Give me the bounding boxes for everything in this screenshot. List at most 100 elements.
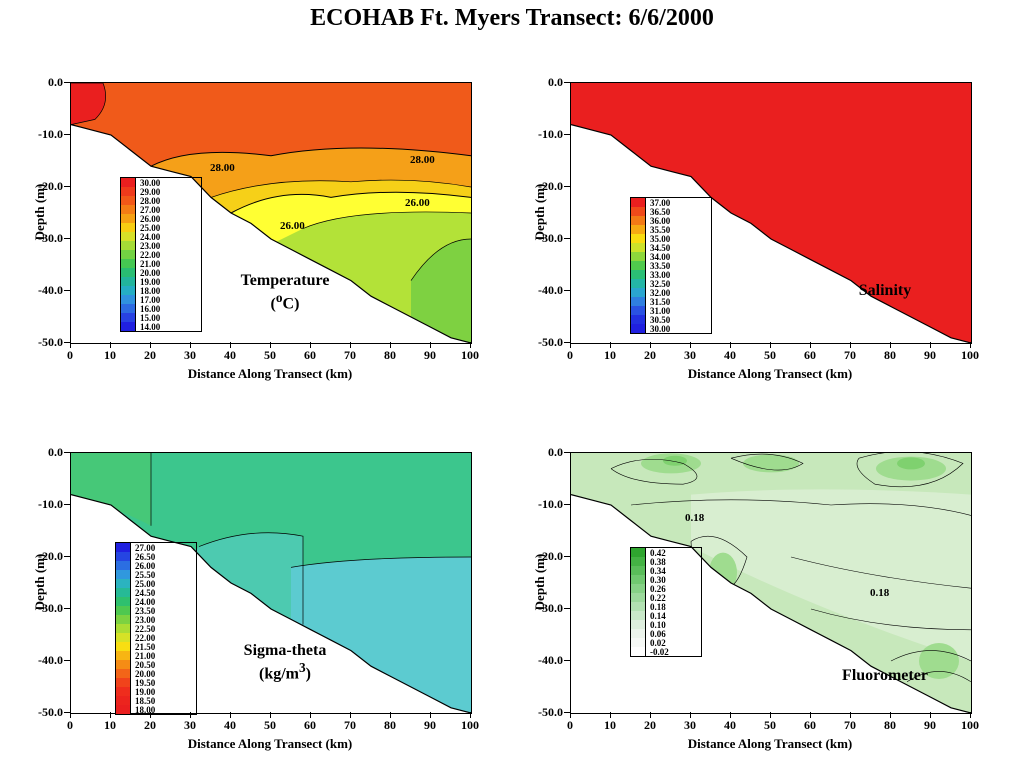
x-axis-label: Distance Along Transect (km)	[70, 736, 470, 752]
xtick-label: 20	[640, 718, 660, 733]
ytick	[64, 712, 70, 713]
legend-swatch	[121, 223, 136, 232]
ytick-label: -40.0	[525, 653, 563, 668]
legend-swatch	[631, 629, 646, 638]
contour-label: 28.00	[410, 154, 435, 166]
xtick-label: 10	[600, 348, 620, 363]
legend-entry: 0.38	[631, 557, 701, 566]
legend-entry: 20.50	[116, 660, 196, 669]
x-axis-label: Distance Along Transect (km)	[570, 736, 970, 752]
xtick-label: 20	[140, 718, 160, 733]
xtick-label: 60	[300, 348, 320, 363]
xtick-label: 100	[960, 348, 980, 363]
legend-swatch	[116, 669, 131, 678]
legend-value: 18.00	[131, 705, 155, 715]
legend-swatch	[121, 322, 136, 331]
ytick	[564, 134, 570, 135]
xtick-label: 30	[180, 348, 200, 363]
legend-swatch	[121, 178, 136, 187]
xtick-label: 80	[380, 348, 400, 363]
ytick-label: -10.0	[25, 497, 63, 512]
legend-swatch	[631, 207, 646, 216]
legend-swatch	[116, 588, 131, 597]
ytick	[564, 186, 570, 187]
ytick-label: -40.0	[525, 283, 563, 298]
legend-entry: 30.00	[631, 324, 711, 333]
xtick-label: 50	[760, 718, 780, 733]
ytick	[64, 134, 70, 135]
panel-fluorometer: 0.180.18Fluorometer0.420.380.340.300.260…	[560, 450, 980, 760]
legend-swatch	[121, 295, 136, 304]
legend-value: -0.02	[646, 647, 669, 657]
legend-swatch	[121, 205, 136, 214]
legend-swatch	[121, 214, 136, 223]
page-title: ECOHAB Ft. Myers Transect: 6/6/2000	[0, 5, 1024, 32]
xtick-label: 10	[100, 718, 120, 733]
legend-swatch	[631, 324, 646, 333]
legend-swatch	[631, 243, 646, 252]
xtick-label: 10	[600, 718, 620, 733]
ytick	[564, 452, 570, 453]
legend-swatch	[121, 313, 136, 322]
legend-entry: 18.00	[121, 286, 201, 295]
ytick	[64, 556, 70, 557]
legend-entry: 24.00	[116, 597, 196, 606]
xtick-label: 30	[180, 718, 200, 733]
legend-swatch	[631, 198, 646, 207]
legend-entry: 31.50	[631, 297, 711, 306]
xtick-label: 100	[460, 348, 480, 363]
legend-entry: 18.00	[116, 705, 196, 714]
xtick-label: 30	[680, 718, 700, 733]
legend-swatch	[631, 566, 646, 575]
legend-entry: 22.50	[116, 624, 196, 633]
legend-swatch	[121, 268, 136, 277]
y-axis-label: Depth (m)	[32, 542, 48, 622]
legend-entry: 14.00	[121, 322, 201, 331]
legend-swatch	[121, 187, 136, 196]
legend-swatch	[116, 570, 131, 579]
legend-entry: 28.00	[121, 196, 201, 205]
contour-label: 28.00	[210, 162, 235, 174]
xtick-label: 70	[840, 718, 860, 733]
ytick	[64, 452, 70, 453]
ytick	[564, 504, 570, 505]
xtick-label: 20	[140, 348, 160, 363]
panel-title: Sigma-theta(kg/m3)	[210, 642, 360, 683]
xtick-label: 40	[720, 718, 740, 733]
xtick-label: 80	[380, 718, 400, 733]
xtick-label: 50	[260, 348, 280, 363]
ytick	[64, 660, 70, 661]
legend-entry: 0.30	[631, 575, 701, 584]
legend-entry: 19.50	[116, 678, 196, 687]
legend-entry: 24.00	[121, 232, 201, 241]
legend-swatch	[631, 620, 646, 629]
ytick-label: -50.0	[25, 335, 63, 350]
legend-entry: 19.00	[121, 277, 201, 286]
legend-entry: 0.14	[631, 611, 701, 620]
legend-entry: 36.00	[631, 216, 711, 225]
legend-entry: 23.00	[116, 615, 196, 624]
legend: 0.420.380.340.300.260.220.180.140.100.06…	[630, 547, 702, 657]
legend-swatch	[631, 548, 646, 557]
xtick-label: 60	[300, 718, 320, 733]
legend: 27.0026.5026.0025.5025.0024.5024.0023.50…	[115, 542, 197, 715]
legend-swatch	[631, 647, 646, 656]
ytick-label: -40.0	[25, 283, 63, 298]
legend-entry: 18.50	[116, 696, 196, 705]
xtick-label: 20	[640, 348, 660, 363]
xtick-label: 90	[920, 718, 940, 733]
legend-swatch	[116, 552, 131, 561]
legend-entry: 23.50	[116, 606, 196, 615]
legend-entry: 0.06	[631, 629, 701, 638]
xtick-label: 0	[60, 718, 80, 733]
legend-swatch	[631, 216, 646, 225]
legend-entry: 26.00	[121, 214, 201, 223]
legend-value: 14.00	[136, 322, 160, 332]
legend-swatch	[631, 602, 646, 611]
ytick	[564, 712, 570, 713]
legend-swatch	[116, 561, 131, 570]
legend-entry: 29.00	[121, 187, 201, 196]
ytick-label: -10.0	[25, 127, 63, 142]
ytick-label: -10.0	[525, 127, 563, 142]
ytick	[564, 238, 570, 239]
